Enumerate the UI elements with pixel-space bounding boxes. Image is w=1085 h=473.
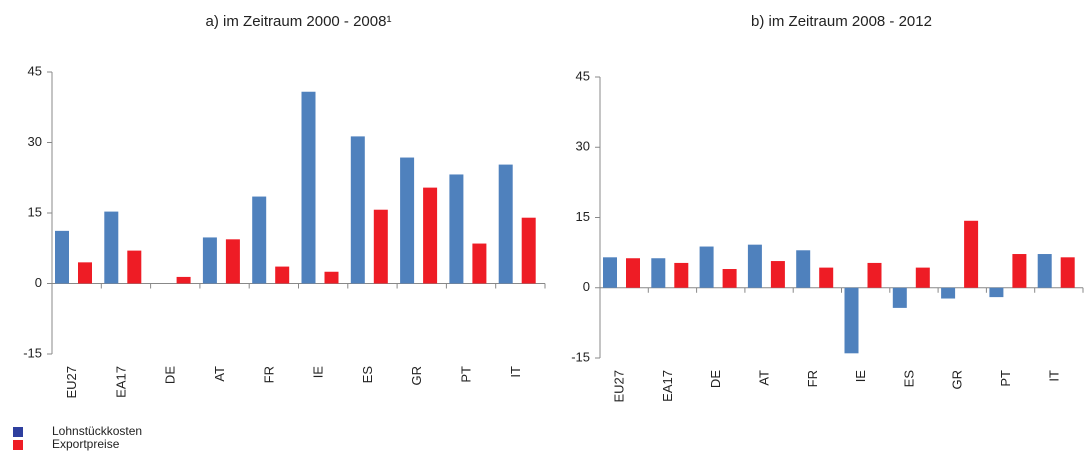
- legend-swatch: [13, 440, 23, 450]
- y-tick-label: -15: [571, 349, 590, 364]
- x-tick-label: ES: [360, 366, 375, 384]
- y-tick-label: 0: [35, 275, 42, 290]
- bar: [892, 287, 907, 308]
- bar: [1012, 254, 1027, 288]
- x-tick-label: ES: [901, 370, 916, 388]
- y-tick-label: 0: [583, 279, 590, 294]
- x-tick-label: IT: [508, 366, 523, 378]
- x-tick-label: AT: [212, 366, 227, 382]
- y-tick-label: 15: [28, 204, 42, 219]
- chart-title: a) im Zeitraum 2000 - 2008¹: [206, 13, 392, 30]
- x-tick-label: EU27: [612, 370, 627, 403]
- bar: [202, 237, 217, 284]
- x-tick-label: FR: [805, 370, 820, 387]
- bar: [603, 257, 617, 288]
- legend-swatch: [13, 427, 23, 437]
- x-tick-label: GR: [950, 370, 965, 390]
- bar: [324, 271, 339, 284]
- bar: [472, 243, 487, 284]
- legend-label: Lohnstückkosten: [52, 424, 142, 438]
- bar: [127, 250, 142, 284]
- bar: [423, 187, 438, 284]
- bar: [819, 267, 834, 288]
- y-tick-label: 45: [576, 68, 590, 83]
- x-tick-label: EA17: [660, 370, 675, 402]
- bar: [989, 287, 1004, 298]
- y-tick-label: 30: [576, 139, 590, 154]
- bar: [373, 209, 388, 284]
- bar: [747, 244, 762, 288]
- y-tick-label: 45: [28, 63, 42, 78]
- bar: [699, 246, 714, 288]
- x-tick-label: PT: [458, 366, 473, 383]
- bar: [915, 267, 930, 288]
- bar: [104, 211, 119, 284]
- bar: [867, 262, 882, 288]
- chart-title: b) im Zeitraum 2008 - 2012: [751, 13, 932, 30]
- bar: [252, 196, 267, 284]
- x-tick-label: PT: [998, 370, 1013, 387]
- bar: [275, 266, 290, 284]
- bar: [176, 276, 191, 284]
- bar: [1060, 257, 1075, 288]
- bar: [770, 261, 785, 288]
- bar: [498, 164, 513, 284]
- x-tick-label: IE: [853, 370, 868, 383]
- x-tick-label: AT: [756, 370, 771, 386]
- bar: [626, 258, 640, 288]
- x-tick-label: IT: [1046, 370, 1061, 382]
- y-tick-label: 30: [28, 134, 42, 149]
- x-tick-label: EA17: [113, 366, 128, 398]
- bar: [78, 262, 92, 284]
- bar: [1037, 254, 1052, 288]
- bar: [964, 220, 979, 288]
- bar: [941, 287, 956, 299]
- bar: [225, 239, 240, 284]
- x-tick-label: IE: [311, 366, 326, 379]
- bar: [55, 230, 69, 284]
- x-tick-label: GR: [409, 366, 424, 386]
- x-tick-label: DE: [708, 370, 723, 388]
- x-tick-label: EU27: [64, 366, 79, 399]
- bar: [722, 269, 737, 288]
- bar: [400, 157, 415, 284]
- bar: [651, 258, 666, 288]
- x-tick-label: DE: [163, 366, 178, 384]
- legend-label: Exportpreise: [52, 437, 120, 451]
- y-tick-label: 15: [576, 209, 590, 224]
- bar: [449, 174, 464, 284]
- bar: [796, 250, 811, 288]
- y-tick-label: -15: [23, 345, 42, 360]
- bar: [674, 262, 689, 288]
- bar: [844, 287, 859, 354]
- bar: [521, 217, 536, 284]
- bar: [301, 91, 316, 284]
- x-tick-label: FR: [261, 366, 276, 383]
- bar: [350, 136, 365, 284]
